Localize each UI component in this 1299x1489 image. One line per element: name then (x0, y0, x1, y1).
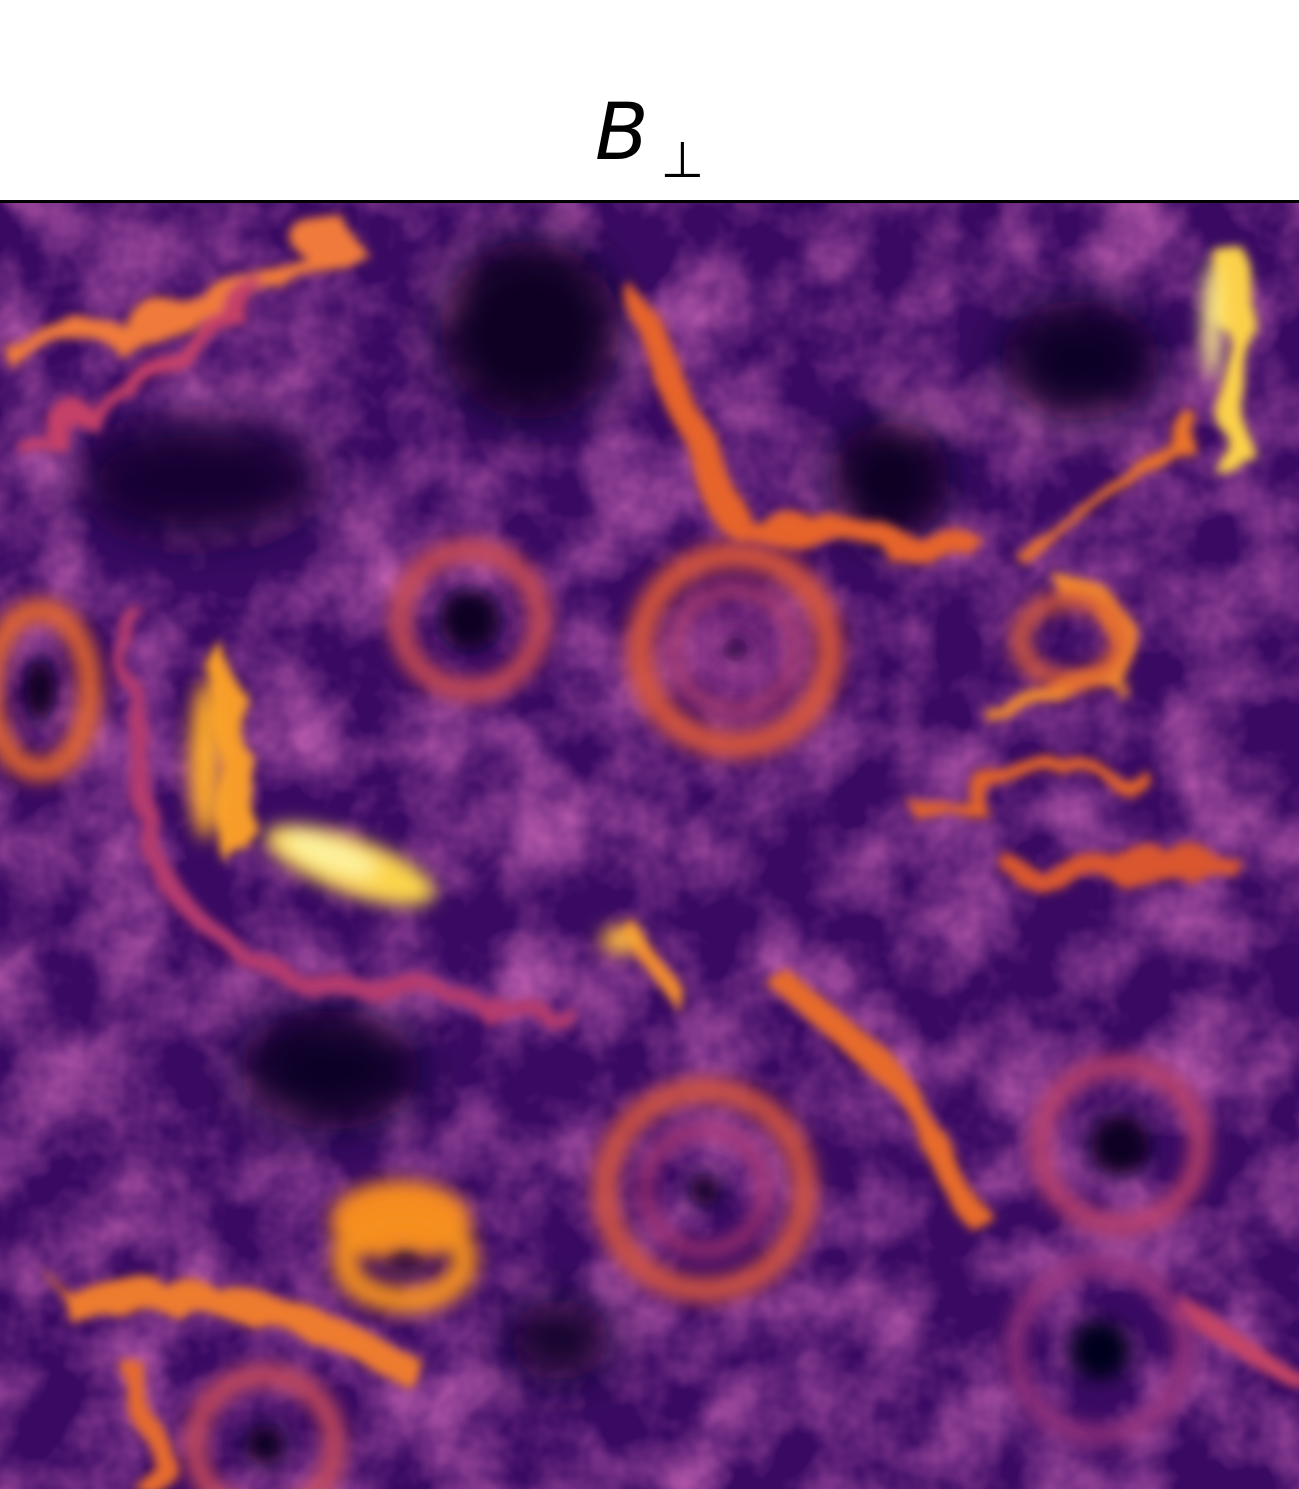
field-shape (103, 597, 562, 1009)
field-shape (725, 640, 745, 660)
field-shape (898, 752, 1131, 808)
vortex-rings (0, 539, 1210, 1489)
field-shape (440, 590, 500, 650)
field-shape (638, 1123, 772, 1257)
field-shape (38, 1259, 409, 1373)
field-shape (26, 660, 54, 720)
field-shape (1030, 1055, 1210, 1235)
field-shape (690, 1175, 720, 1205)
field-shape (332, 1207, 478, 1313)
field-shape (282, 833, 378, 877)
field-shape (389, 539, 551, 701)
field-shape (600, 926, 640, 954)
field-shape (751, 949, 970, 1210)
field-shape (1202, 260, 1222, 380)
field-image (0, 200, 1299, 1489)
field-shape (1012, 592, 1128, 688)
field-shape (1070, 1320, 1130, 1380)
field-shape (240, 1010, 420, 1130)
field-shape (963, 549, 1113, 710)
field-shape (440, 240, 620, 420)
dark-regions (80, 240, 1160, 1380)
field-shape (993, 394, 1186, 546)
field-shape (510, 1300, 610, 1380)
field-shape (0, 206, 347, 364)
field-shape (0, 599, 101, 781)
field-shape (245, 1425, 285, 1465)
field-shape (189, 680, 221, 840)
figure-title: B ⊥ (0, 88, 1299, 189)
field-shape (593, 1078, 817, 1302)
field-shape (390, 1250, 420, 1270)
title-subscript: ⊥ (660, 131, 705, 189)
field-shape (830, 420, 950, 540)
field-shape (184, 1364, 346, 1489)
field-shape (592, 893, 669, 985)
field-shape (1000, 300, 1160, 420)
field-shape (609, 282, 962, 543)
title-main: B (594, 88, 649, 178)
field-shape (109, 1346, 155, 1489)
field-shape (668, 583, 802, 717)
field-shape (700, 615, 770, 685)
field-shape (80, 420, 320, 540)
field-shape (998, 834, 1222, 871)
field-shape (0, 252, 248, 439)
field-shape (627, 542, 843, 758)
field-shape (1090, 1115, 1150, 1175)
field-shape (1006, 1256, 1194, 1444)
